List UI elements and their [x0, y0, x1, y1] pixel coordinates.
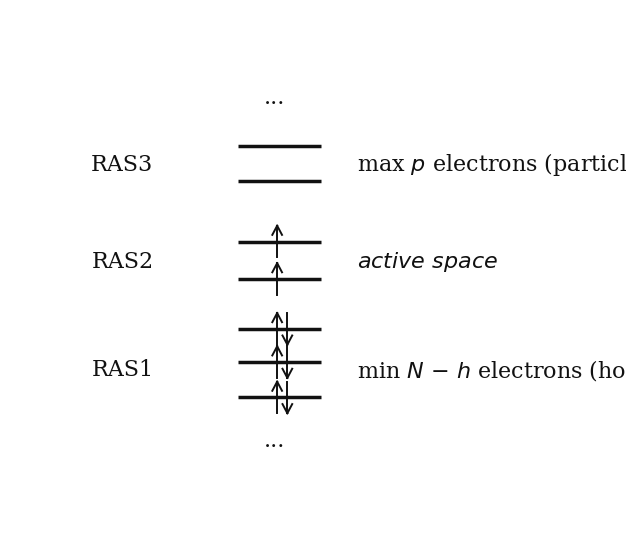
Text: $\it{active\ space}$: $\it{active\ space}$ [357, 251, 498, 274]
Text: RAS1: RAS1 [91, 360, 153, 381]
Text: RAS2: RAS2 [91, 251, 153, 273]
Text: RAS3: RAS3 [91, 153, 153, 176]
Text: max $p$ electrons (particles): max $p$ electrons (particles) [357, 151, 626, 178]
Text: min $N$ $-$ $h$ electrons (holes): min $N$ $-$ $h$ electrons (holes) [357, 358, 626, 383]
Text: ...: ... [264, 430, 285, 452]
Text: ...: ... [264, 87, 285, 109]
